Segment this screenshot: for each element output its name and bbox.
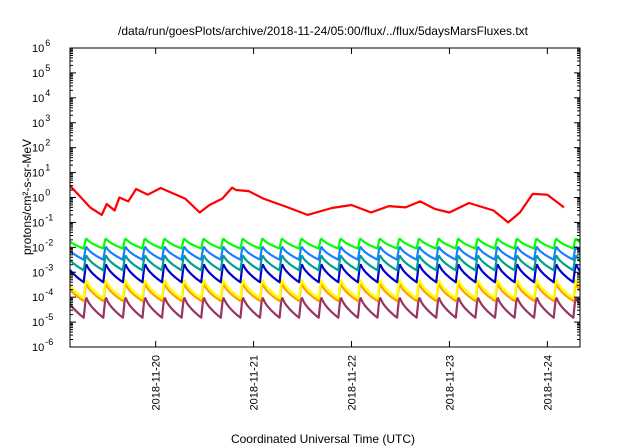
y-tick-label: 10-4 [32,287,53,304]
series-line [70,279,580,300]
y-tick-exponent: -6 [45,337,53,347]
y-tick-base: 10 [32,342,44,354]
y-tick-label: 10-3 [32,262,53,279]
series-line [70,254,580,272]
y-tick-label: 105 [32,63,50,80]
y-tick-label: 103 [32,113,50,130]
y-tick-label: 106 [32,38,50,55]
x-tick-label: 2018-11-24 [542,355,554,410]
y-tick-label: 10-2 [32,237,53,254]
series-layer [70,184,580,319]
y-tick-exponent: 1 [45,163,50,173]
y-tick-exponent: 2 [45,138,50,148]
x-axis-label: Coordinated Universal Time (UTC) [231,432,415,446]
y-tick-exponent: -5 [45,312,53,322]
series-line [70,237,580,250]
y-tick-label: 10-6 [32,337,53,354]
series-line [70,283,580,303]
y-tick-exponent: -3 [45,262,53,272]
y-tick-exponent: -2 [45,237,53,247]
x-axis: 2018-11-20 2018-11-21 2018-11-22 2018-11-23… [151,48,554,410]
x-tick-label: 2018-11-21 [249,355,261,410]
y-tick-base: 10 [32,242,44,254]
y-tick-label: 10-5 [32,312,53,329]
y-tick-exponent: 3 [45,113,50,123]
y-tick-label: 10-1 [32,212,53,229]
y-tick-exponent: 4 [45,88,50,98]
y-tick-exponent: 6 [45,38,50,48]
y-tick-label: 100 [32,188,50,205]
series-line [70,297,580,319]
chart-title: /data/run/goesPlots/archive/2018-11-24/0… [118,24,529,38]
y-tick-base: 10 [32,143,44,155]
y-tick-exponent: -4 [45,287,53,297]
y-tick-base: 10 [32,118,44,130]
y-tick-base: 10 [32,168,44,180]
x-tick-label: 2018-11-23 [444,355,456,410]
y-tick-base: 10 [32,217,44,229]
y-tick-base: 10 [32,43,44,55]
y-tick-exponent: -1 [45,212,53,222]
y-tick-exponent: 5 [45,63,50,73]
series-line [70,246,580,261]
y-tick-exponent: 0 [45,188,50,198]
y-tick-base: 10 [32,68,44,80]
y-axis: 10-610-510-410-310-210-11001011021031041… [32,38,580,354]
y-tick-label: 101 [32,163,50,180]
series-line [70,263,580,284]
x-tick-label: 2018-11-20 [151,355,163,410]
series-line [70,184,565,224]
y-tick-label: 102 [32,138,50,155]
y-tick-base: 10 [32,292,44,304]
y-tick-label: 104 [32,88,50,105]
y-tick-base: 10 [32,317,44,329]
y-tick-base: 10 [32,93,44,105]
y-axis-label: protons/cm²-s-sr-MeV [20,139,34,255]
y-tick-base: 10 [32,193,44,205]
y-tick-base: 10 [32,267,44,279]
x-tick-label: 2018-11-22 [347,355,359,410]
